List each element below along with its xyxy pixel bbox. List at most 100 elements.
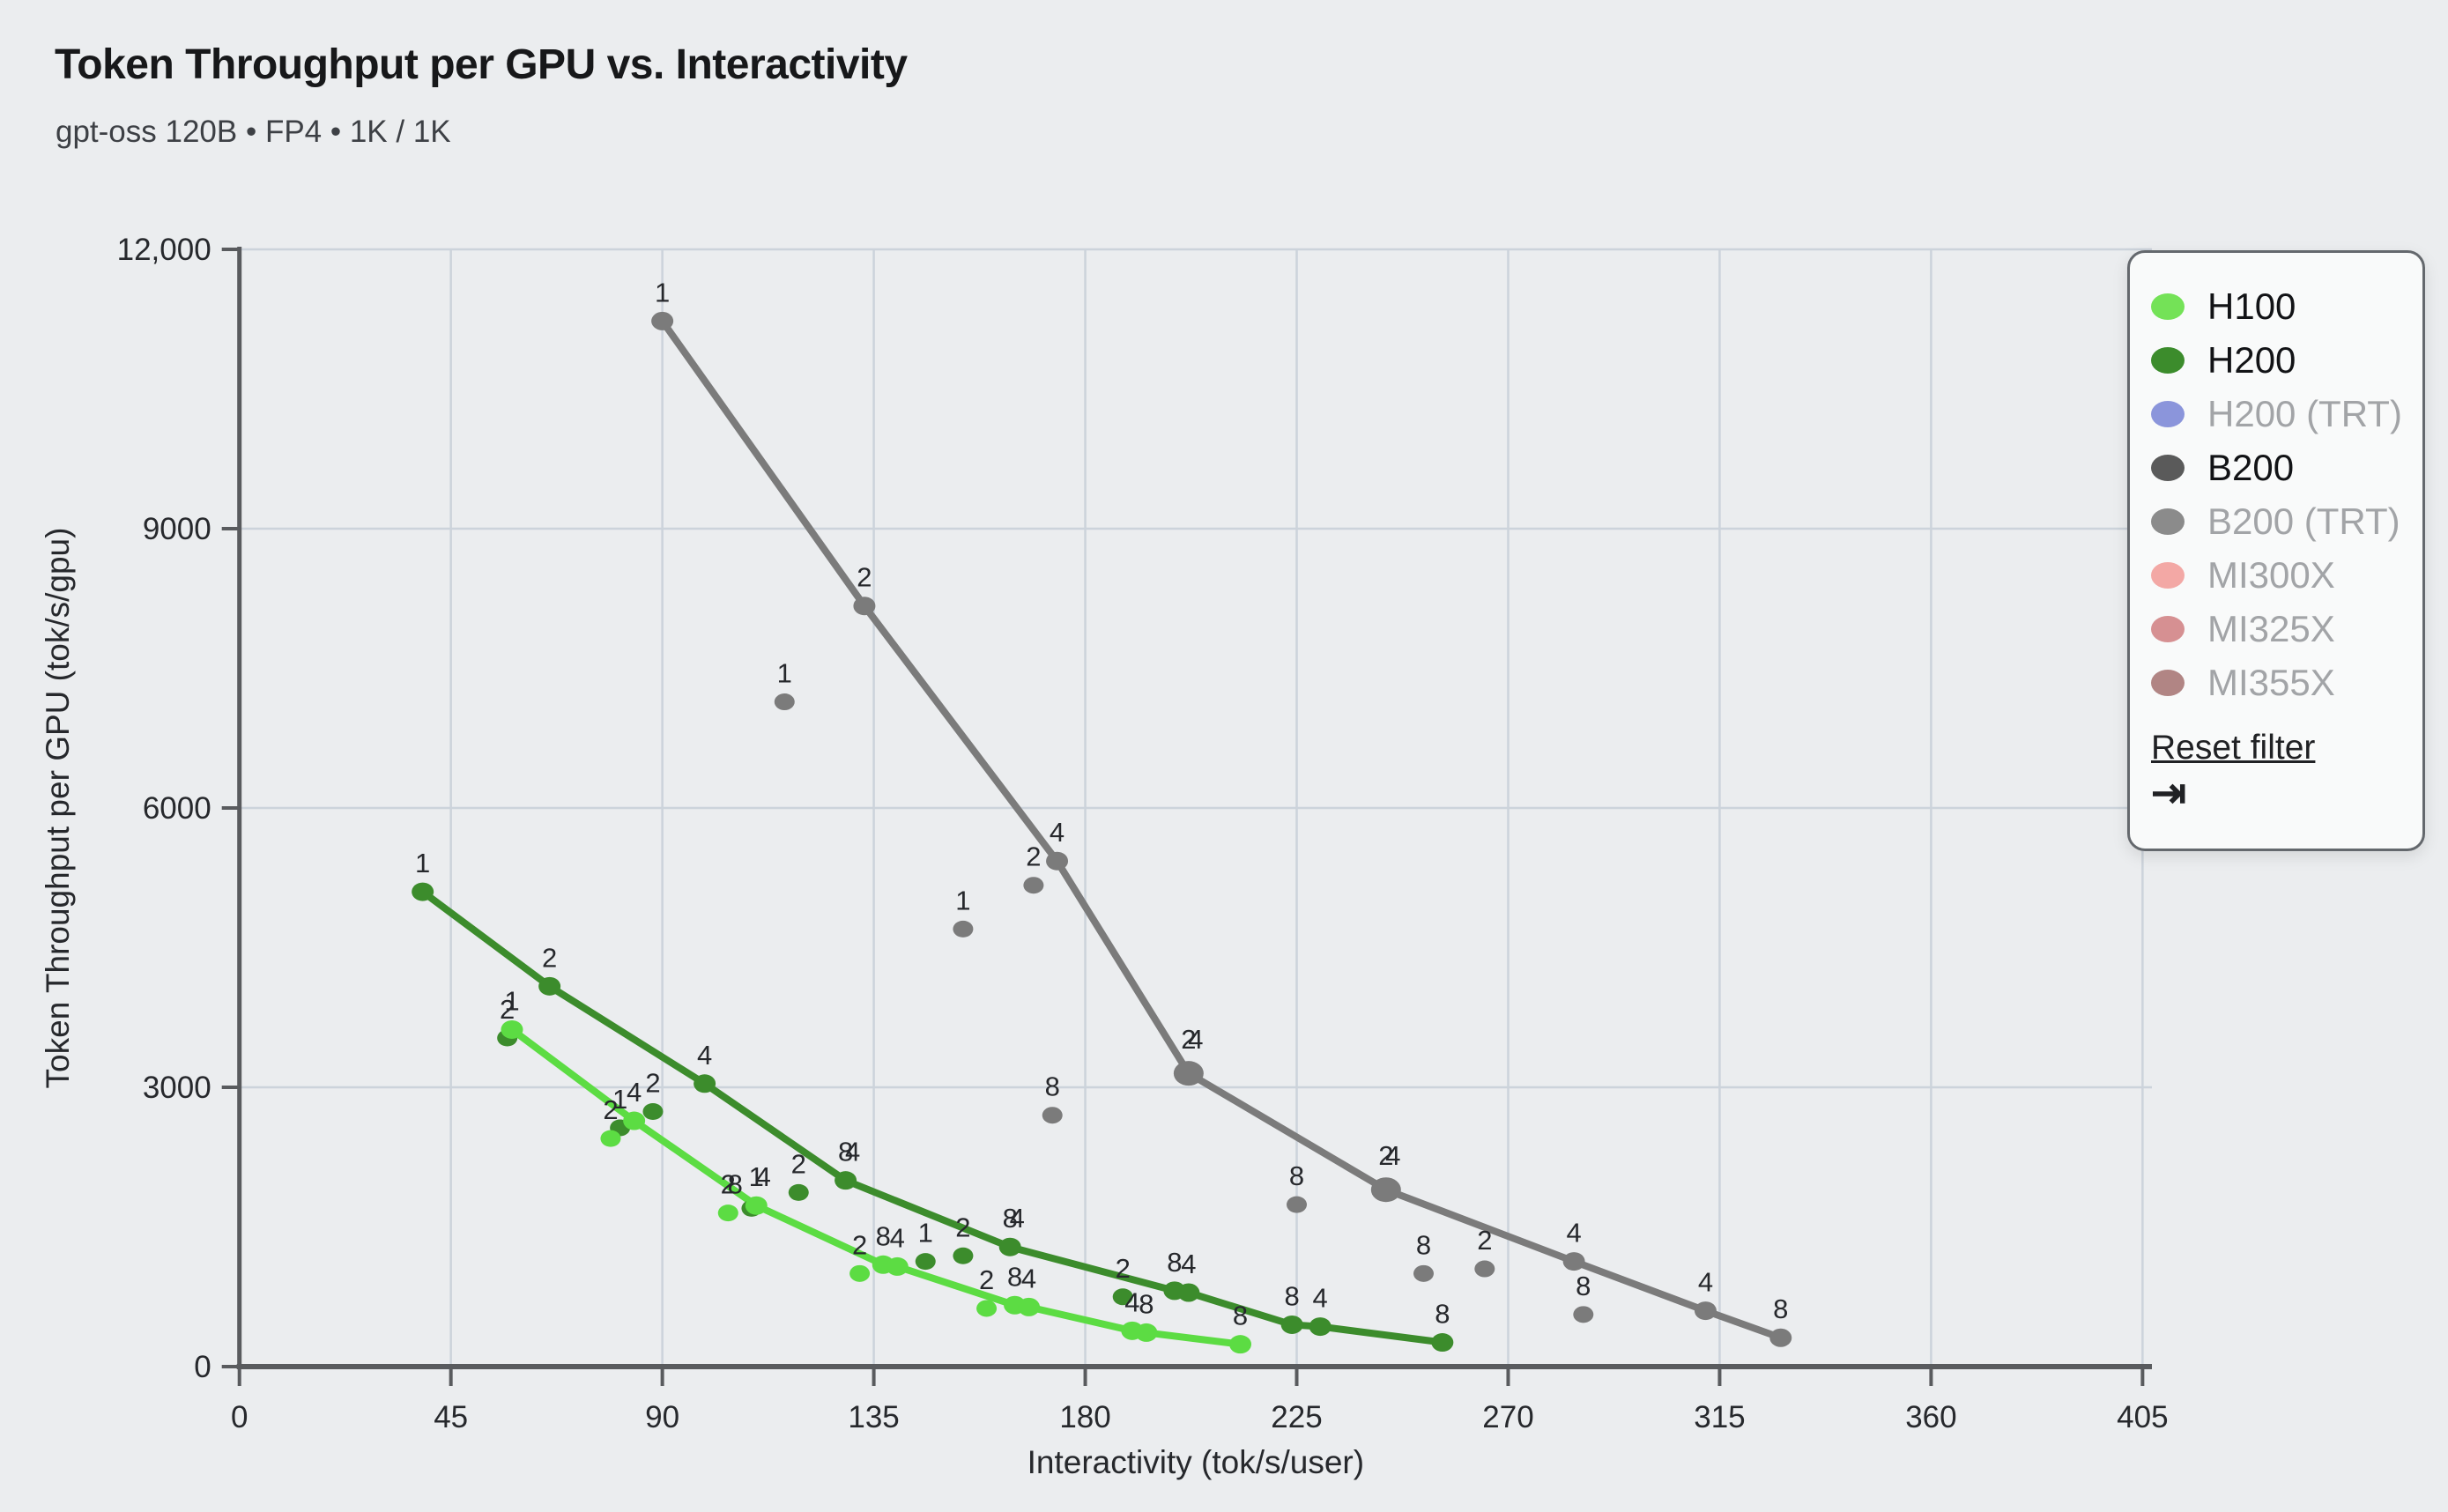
legend-item-mi325x[interactable]: MI325X bbox=[2151, 602, 2422, 656]
data-point-h200[interactable] bbox=[694, 1074, 716, 1093]
legend-item-h200-trt[interactable]: H200 (TRT) bbox=[2151, 387, 2422, 441]
point-label: 8 bbox=[1416, 1229, 1431, 1260]
point-label: 1 bbox=[612, 1084, 627, 1115]
data-point-h200[interactable] bbox=[1431, 1333, 1454, 1353]
page-subtitle: gpt-oss 120B • FP4 • 1K / 1K bbox=[56, 115, 451, 149]
data-point-h200[interactable] bbox=[998, 1237, 1021, 1256]
legend-item-label: H200 bbox=[2207, 338, 2296, 381]
legend-swatch-icon bbox=[2151, 454, 2185, 481]
data-point-h100[interactable] bbox=[1229, 1335, 1252, 1354]
point-label: 4 bbox=[1313, 1283, 1328, 1314]
point-label: 4 bbox=[1567, 1218, 1582, 1249]
x-axis-title: Interactivity (tok/s/user) bbox=[1027, 1444, 1364, 1480]
data-point-b200[interactable] bbox=[1474, 1260, 1495, 1278]
data-point-b200[interactable] bbox=[1287, 1196, 1308, 1213]
legend-item-b200[interactable]: B200 bbox=[2151, 441, 2422, 494]
legend-swatch-icon bbox=[2151, 293, 2185, 320]
point-label: 2 bbox=[1181, 1024, 1196, 1055]
x-tick-label: 315 bbox=[1694, 1400, 1745, 1434]
legend-item-label: H200 (TRT) bbox=[2207, 392, 2402, 434]
data-point-b200[interactable] bbox=[1562, 1252, 1585, 1271]
point-label: 1 bbox=[918, 1218, 933, 1249]
data-point-h200[interactable] bbox=[1112, 1288, 1133, 1306]
point-label: 4 bbox=[845, 1137, 860, 1167]
legend-item-h100[interactable]: H100 bbox=[2151, 279, 2422, 333]
data-point-b200[interactable] bbox=[1042, 1107, 1063, 1124]
point-label: 1 bbox=[655, 277, 670, 308]
point-label: 8 bbox=[876, 1220, 891, 1251]
point-label: 4 bbox=[1021, 1263, 1036, 1293]
legend-item-label: B200 (TRT) bbox=[2207, 500, 2400, 542]
point-label: 1 bbox=[749, 1161, 764, 1192]
data-point-h100[interactable] bbox=[1018, 1297, 1041, 1316]
data-point-h200[interactable] bbox=[835, 1171, 857, 1190]
data-point-h100[interactable] bbox=[1135, 1323, 1158, 1342]
point-label: 2 bbox=[645, 1067, 660, 1098]
point-label: 1 bbox=[955, 885, 970, 915]
legend-item-mi355x[interactable]: MI355X bbox=[2151, 656, 2422, 709]
data-point-h100[interactable] bbox=[849, 1264, 871, 1282]
data-point-b200[interactable] bbox=[1370, 1177, 1401, 1203]
legend-item-label: B200 bbox=[2207, 446, 2295, 488]
data-point-h200[interactable] bbox=[953, 1247, 974, 1264]
x-tick-label: 270 bbox=[1482, 1400, 1533, 1434]
data-point-h200[interactable] bbox=[1280, 1315, 1303, 1334]
data-point-b200[interactable] bbox=[1046, 851, 1069, 871]
data-point-h200[interactable] bbox=[1177, 1283, 1200, 1302]
data-point-b200[interactable] bbox=[1173, 1061, 1204, 1086]
data-point-b200[interactable] bbox=[853, 597, 876, 616]
data-point-h100[interactable] bbox=[976, 1300, 998, 1317]
point-label: 8 bbox=[1003, 1203, 1018, 1234]
data-point-b200[interactable] bbox=[1694, 1301, 1717, 1321]
data-point-b200[interactable] bbox=[1023, 877, 1044, 894]
data-point-h200[interactable] bbox=[412, 882, 434, 901]
data-point-b200[interactable] bbox=[1573, 1306, 1594, 1323]
data-point-h100[interactable] bbox=[886, 1256, 909, 1276]
point-label: 8 bbox=[1773, 1293, 1788, 1324]
legend-swatch-icon bbox=[2151, 346, 2185, 374]
data-point-h200[interactable] bbox=[915, 1253, 936, 1271]
point-label: 2 bbox=[721, 1169, 736, 1200]
data-point-b200[interactable] bbox=[651, 311, 674, 330]
x-tick-label: 360 bbox=[1905, 1400, 1956, 1434]
data-point-h200[interactable] bbox=[538, 976, 561, 996]
point-label: 8 bbox=[1289, 1160, 1304, 1191]
legend-swatch-icon bbox=[2151, 508, 2185, 535]
data-point-b200[interactable] bbox=[1769, 1328, 1792, 1347]
legend-swatch-icon bbox=[2151, 615, 2185, 642]
data-point-b200[interactable] bbox=[1413, 1264, 1434, 1282]
data-point-h100[interactable] bbox=[717, 1204, 738, 1222]
data-point-h100[interactable] bbox=[600, 1130, 621, 1147]
point-label: 1 bbox=[415, 848, 430, 878]
data-point-h100[interactable] bbox=[745, 1196, 768, 1215]
point-label: 4 bbox=[1385, 1140, 1400, 1171]
point-label: 2 bbox=[1116, 1253, 1131, 1284]
data-point-h200[interactable] bbox=[788, 1183, 809, 1201]
legend-item-label: MI355X bbox=[2207, 661, 2335, 703]
data-point-b200[interactable] bbox=[774, 693, 795, 711]
data-point-h100[interactable] bbox=[623, 1111, 646, 1130]
collapse-legend-icon[interactable]: ⇥ bbox=[2151, 770, 2187, 817]
reset-filter-link[interactable]: Reset filter bbox=[2151, 729, 2316, 767]
legend-item-b200-trt[interactable]: B200 (TRT) bbox=[2151, 494, 2422, 548]
x-tick-label: 0 bbox=[231, 1400, 248, 1434]
data-point-b200[interactable] bbox=[953, 920, 974, 938]
data-point-h200[interactable] bbox=[642, 1102, 664, 1120]
point-label: 2 bbox=[603, 1094, 618, 1125]
data-point-h200[interactable] bbox=[1309, 1317, 1332, 1337]
legend-panel: H100 H200 H200 (TRT) B200 B200 (TRT) MI300X MI… bbox=[2127, 250, 2425, 851]
point-label: 8 bbox=[728, 1169, 743, 1200]
point-label: 4 bbox=[697, 1040, 712, 1071]
point-label: 8 bbox=[1576, 1271, 1591, 1301]
point-label: 2 bbox=[857, 562, 872, 593]
series-line-b200 bbox=[658, 317, 1784, 1342]
point-label: 2 bbox=[1378, 1140, 1393, 1171]
data-point-h100[interactable] bbox=[501, 1019, 523, 1039]
point-label: 4 bbox=[1050, 817, 1065, 848]
point-label: 2 bbox=[979, 1264, 994, 1295]
point-label: 4 bbox=[1124, 1286, 1139, 1317]
legend-item-mi300x[interactable]: MI300X bbox=[2151, 548, 2422, 602]
legend-items: H100 H200 H200 (TRT) B200 B200 (TRT) MI300X MI… bbox=[2151, 279, 2422, 709]
legend-item-h200[interactable]: H200 bbox=[2151, 333, 2422, 387]
